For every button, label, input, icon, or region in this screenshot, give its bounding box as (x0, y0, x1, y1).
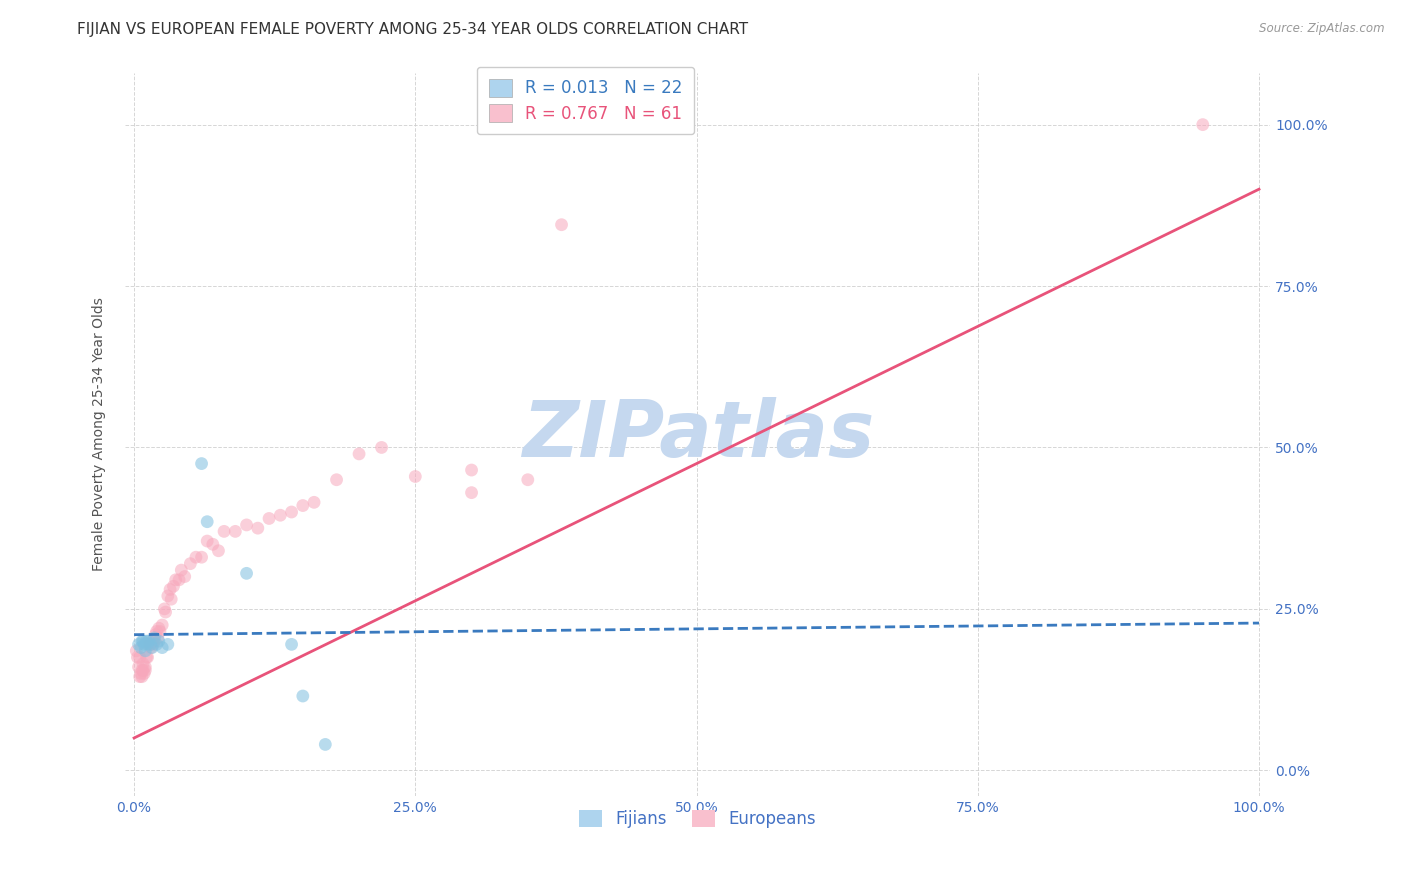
Point (155, 605, 177, 619)
Legend: Fijians, Europeans: Fijians, Europeans (572, 804, 823, 835)
Point (246, 521, 269, 535)
Point (156, 637, 179, 651)
Point (141, 634, 163, 648)
Point (460, 463, 482, 477)
Point (145, 628, 167, 642)
Point (370, 441, 392, 455)
Point (165, 573, 187, 587)
Point (190, 457, 212, 471)
Point (280, 637, 302, 651)
Point (127, 650, 149, 665)
Point (516, 473, 538, 487)
Point (224, 524, 246, 539)
Point (139, 637, 162, 651)
Point (139, 637, 162, 651)
Point (134, 644, 156, 658)
Point (1191, 118, 1213, 132)
Point (167, 573, 190, 587)
Point (302, 495, 325, 509)
Point (404, 469, 426, 483)
Point (190, 550, 212, 565)
Point (136, 650, 159, 665)
Point (212, 524, 235, 539)
Point (148, 634, 170, 648)
Point (128, 670, 150, 684)
Point (129, 640, 152, 655)
Text: Source: ZipAtlas.com: Source: ZipAtlas.com (1260, 22, 1385, 36)
Point (132, 657, 155, 671)
Point (550, 218, 572, 232)
Point (162, 579, 184, 593)
Point (146, 631, 169, 645)
Point (131, 634, 153, 648)
Point (201, 537, 224, 551)
Point (132, 663, 155, 677)
Point (325, 473, 347, 487)
Point (179, 557, 201, 571)
Point (235, 517, 257, 532)
Point (143, 631, 166, 645)
Point (131, 670, 153, 684)
Point (150, 640, 173, 655)
Point (195, 534, 218, 549)
Point (141, 640, 163, 655)
Point (135, 634, 157, 648)
Point (145, 624, 167, 639)
Point (314, 738, 336, 752)
Point (125, 644, 148, 658)
Point (142, 637, 165, 651)
Point (291, 689, 314, 703)
Point (150, 618, 173, 632)
Point (207, 543, 229, 558)
Point (235, 566, 257, 581)
Point (160, 592, 183, 607)
Point (132, 634, 155, 648)
Y-axis label: Female Poverty Among 25-34 Year Olds: Female Poverty Among 25-34 Year Olds (93, 298, 107, 572)
Point (280, 505, 302, 519)
Point (195, 515, 218, 529)
Point (149, 624, 172, 639)
Point (128, 660, 150, 674)
Point (128, 637, 150, 651)
Point (143, 634, 166, 648)
Point (139, 640, 162, 655)
Point (134, 663, 156, 677)
Point (148, 621, 170, 635)
Point (134, 666, 156, 681)
Point (138, 634, 160, 648)
Point (184, 550, 207, 565)
Point (134, 660, 156, 674)
Point (135, 650, 157, 665)
Point (170, 563, 193, 577)
Point (153, 602, 176, 616)
Point (134, 637, 156, 651)
Point (159, 582, 181, 597)
Point (156, 589, 179, 603)
Point (138, 637, 160, 651)
Point (460, 485, 482, 500)
Point (269, 508, 291, 523)
Point (257, 511, 280, 525)
Point (291, 499, 314, 513)
Point (131, 663, 153, 677)
Point (173, 569, 195, 583)
Text: ZIPatlas: ZIPatlas (522, 397, 873, 473)
Point (347, 447, 370, 461)
Point (128, 650, 150, 665)
Point (136, 637, 159, 651)
Point (145, 637, 167, 651)
Text: FIJIAN VS EUROPEAN FEMALE POVERTY AMONG 25-34 YEAR OLDS CORRELATION CHART: FIJIAN VS EUROPEAN FEMALE POVERTY AMONG … (77, 22, 748, 37)
Point (129, 666, 152, 681)
